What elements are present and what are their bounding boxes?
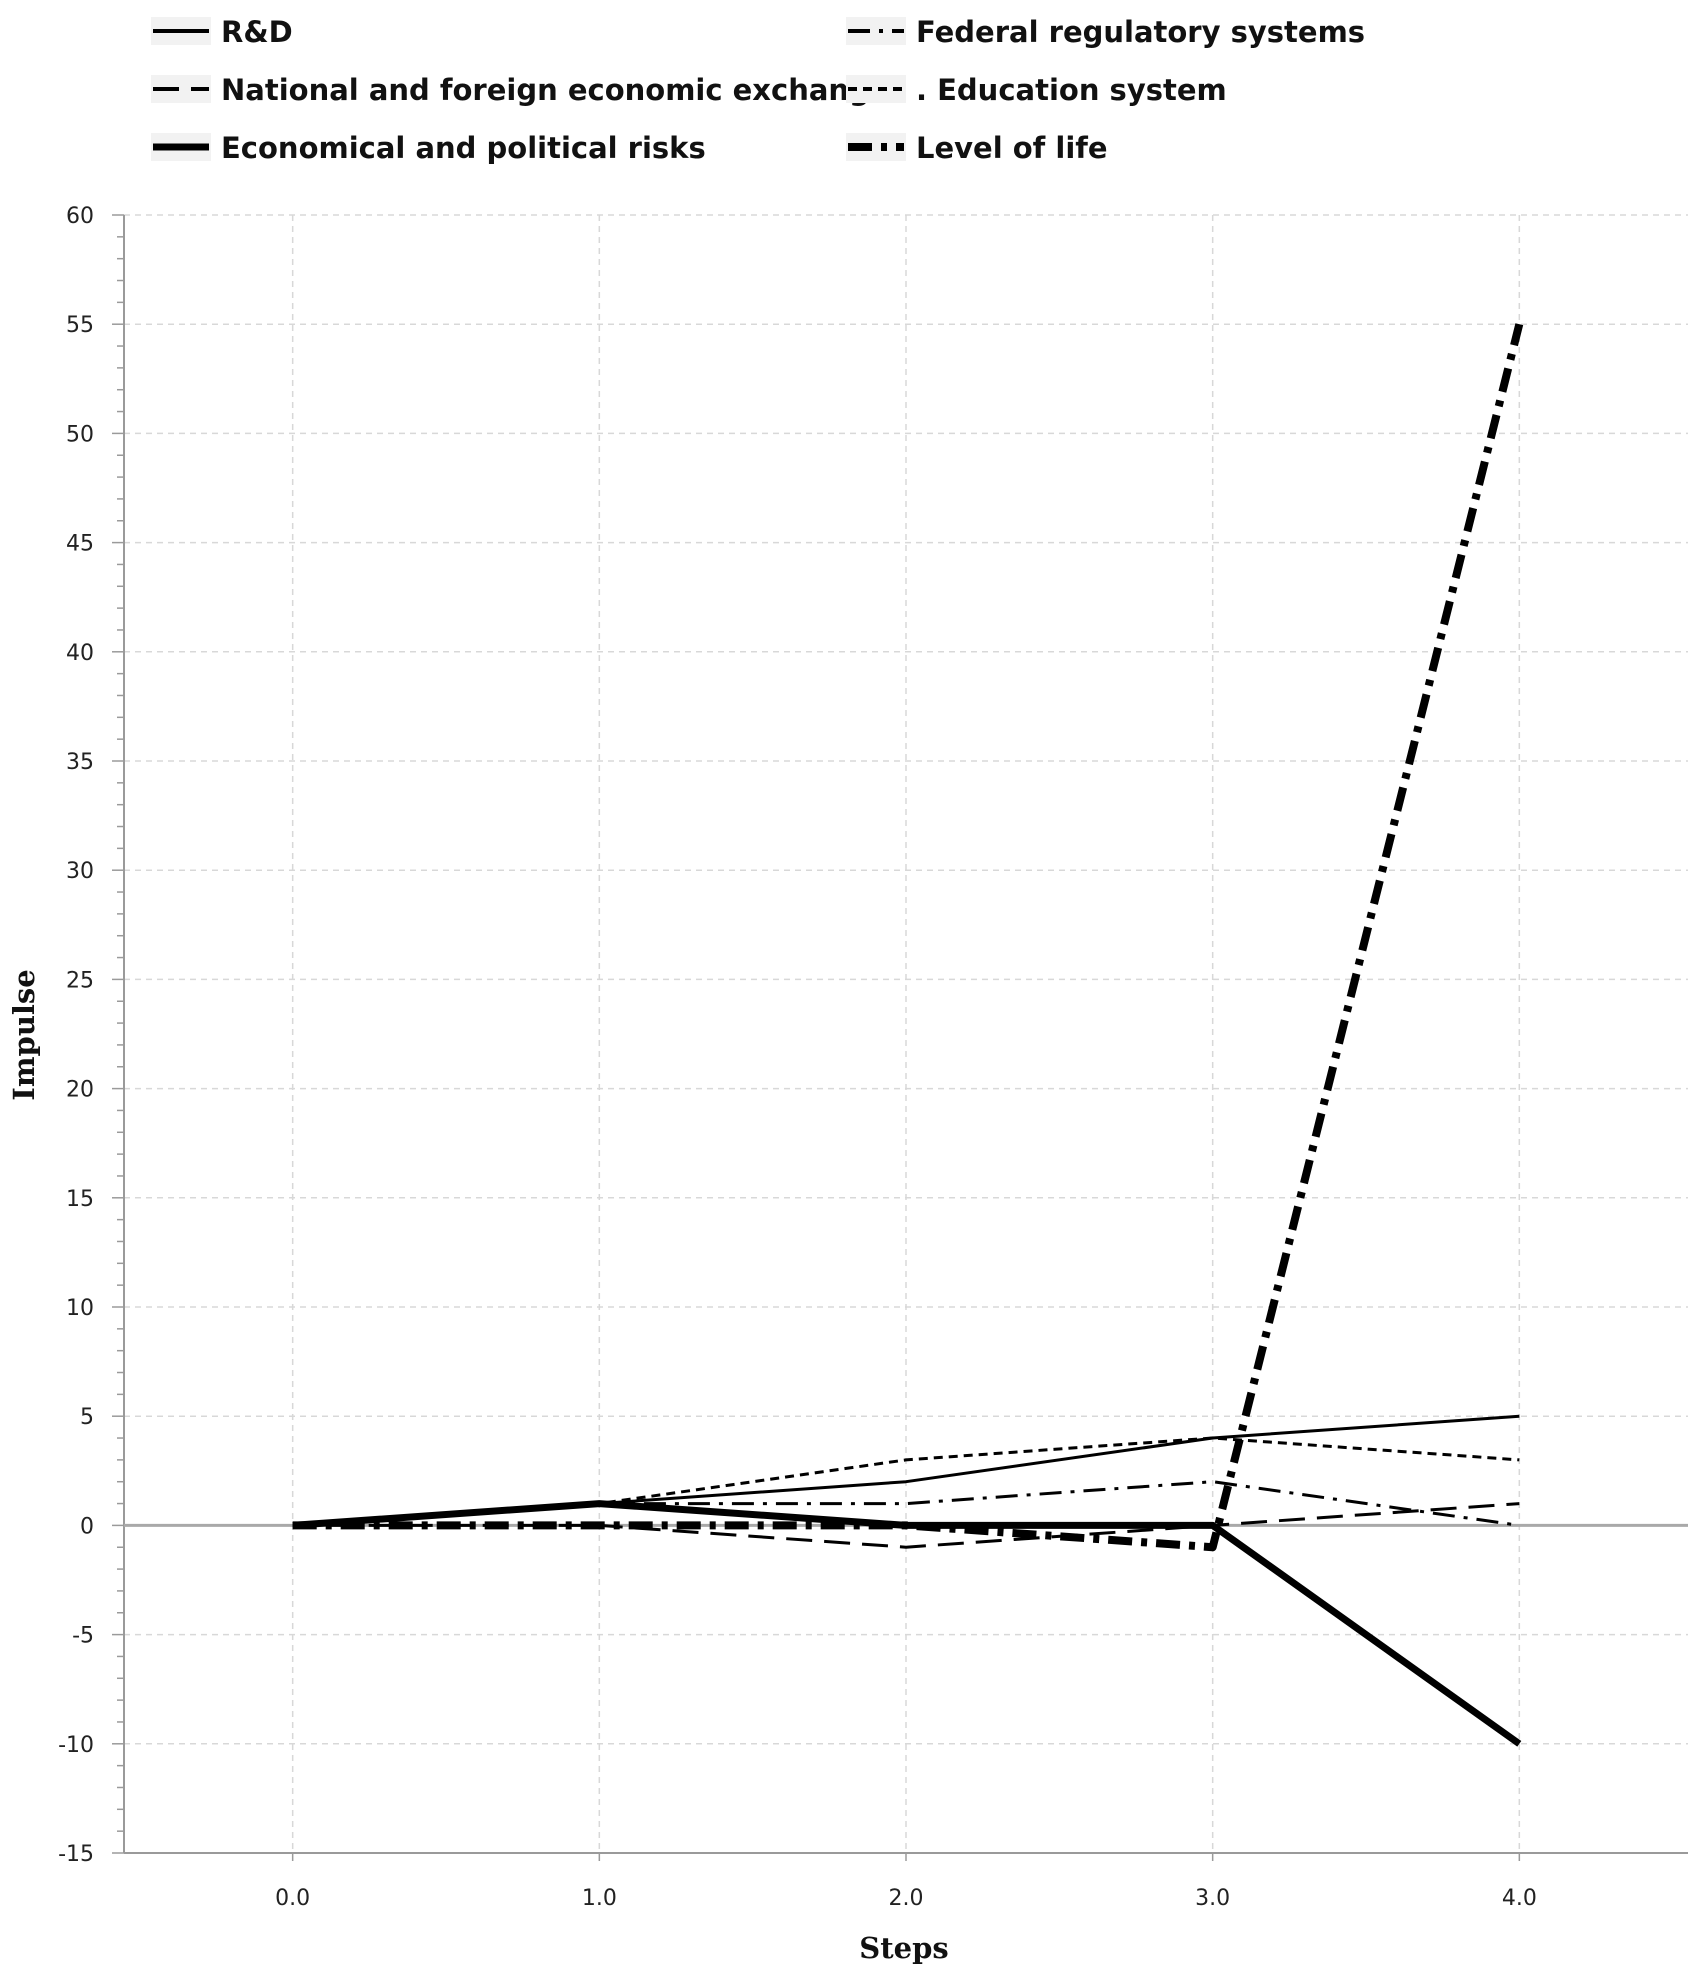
legend-label: . Education system: [916, 73, 1227, 107]
y-tick-label: -10: [58, 1733, 94, 1758]
x-tick-label: 0.0: [275, 1886, 310, 1911]
x-axis-ticks: 0.0 1.0 2.0 3.0 4.0: [275, 1853, 1537, 1911]
legend-item-2: National and foreign economic exchange: [151, 73, 890, 107]
legend-label: Economical and political risks: [221, 131, 706, 165]
y-tick-label: 30: [66, 859, 94, 884]
x-tick-label: 3.0: [1195, 1886, 1230, 1911]
y-tick-label: 20: [66, 1078, 94, 1103]
y-tick-label: 50: [66, 422, 94, 447]
x-tick-label: 2.0: [889, 1886, 924, 1911]
y-tick-label: 10: [66, 1296, 94, 1321]
legend-label: Federal regulatory systems: [916, 15, 1365, 49]
y-tick-label: -15: [58, 1842, 94, 1867]
series-line-4: [292, 1500, 1522, 1747]
legend-label: R&D: [221, 15, 293, 49]
y-tick-label: 25: [66, 968, 94, 993]
y-tick-label: -5: [72, 1624, 94, 1649]
y-tick-label: 55: [66, 313, 94, 338]
y-tick-label: 5: [80, 1405, 94, 1430]
y-tick-label: 15: [66, 1187, 94, 1212]
legend-item-5: Level of life: [846, 131, 1108, 165]
legend-item-3: . Education system: [846, 73, 1227, 107]
legend-item-4: Economical and political risks: [151, 131, 706, 165]
series-line-1: [292, 1480, 1520, 1527]
x-axis-title: Steps: [859, 1931, 948, 1965]
y-tick-label: 0: [80, 1514, 94, 1539]
legend-item-1: Federal regulatory systems: [846, 15, 1365, 49]
y-tick-label: 60: [66, 204, 94, 229]
legend-label: Level of life: [916, 131, 1108, 165]
y-tick-label: 45: [66, 532, 94, 557]
gridlines: [124, 214, 1688, 1854]
legend-item-0: R&D: [151, 15, 293, 49]
x-tick-label: 4.0: [1502, 1886, 1537, 1911]
y-tick-label: 40: [66, 641, 94, 666]
x-tick-label: 1.0: [582, 1886, 617, 1911]
legend: R&D Federal regulatory systems National an…: [151, 15, 1365, 165]
series-line-3: [292, 1436, 1520, 1527]
y-axis-title: Impulse: [7, 969, 41, 1100]
y-tick-label: 35: [66, 750, 94, 775]
legend-label: National and foreign economic exchange: [221, 73, 890, 107]
series-lines: [292, 323, 1524, 1747]
